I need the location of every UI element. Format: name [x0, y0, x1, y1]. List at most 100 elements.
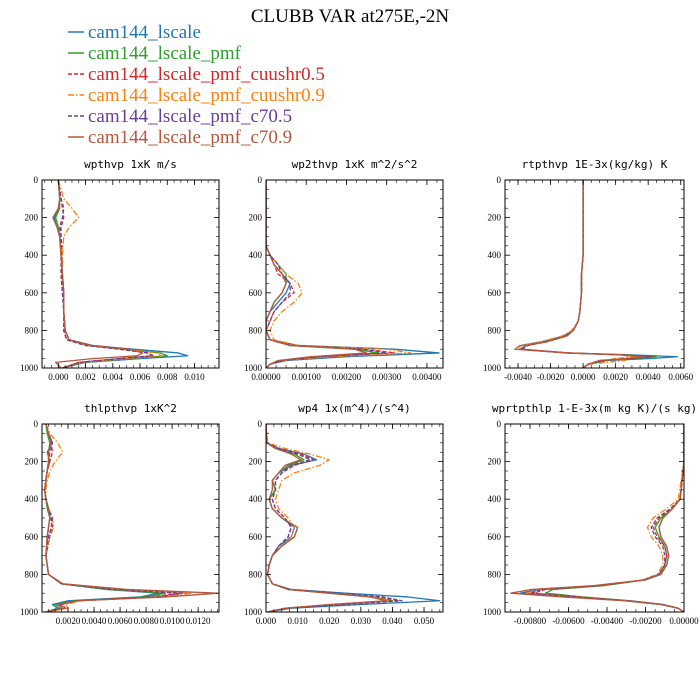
legend-label: cam144_lscale [88, 22, 201, 43]
panel-title: rtpthvp 1E-3x(kg/kg) K [522, 158, 668, 171]
y-tick-label: 200 [488, 457, 502, 467]
y-tick-label: 600 [488, 532, 502, 542]
x-tick-label: -0.00600 [552, 616, 585, 626]
x-tick-label: 0.006 [130, 372, 151, 382]
series-line [519, 180, 646, 368]
y-tick-label: 400 [249, 250, 263, 260]
y-tick-label: 1000 [244, 363, 263, 373]
x-tick-label: 0.020 [319, 616, 340, 626]
x-tick-label: 0.0020 [603, 372, 628, 382]
series-line [53, 180, 189, 368]
x-tick-label: -0.00400 [591, 616, 624, 626]
y-tick-label: 600 [249, 532, 263, 542]
x-tick-label: 0.004 [103, 372, 124, 382]
x-tick-label: 0.0040 [636, 372, 661, 382]
series-line [519, 180, 657, 368]
x-tick-label: 0.002 [75, 372, 95, 382]
x-tick-label: 0.00400 [412, 372, 442, 382]
series-group [266, 424, 441, 612]
x-tick-label: 0.0080 [134, 616, 159, 626]
legend-entry: cam144_lscale_pmf_cuushr0.5 [68, 64, 325, 85]
x-tick-label: 0.040 [382, 616, 403, 626]
chart-panel: wpthvp 1xK m/s 0 200 400 600 800 1000 0.000 0.00… [20, 158, 220, 382]
chart-panel: wprtpthlp 1-E-3x(m kg K)/(s kg) 0 200 400 60… [483, 402, 699, 626]
y-tick-label: 1000 [20, 607, 39, 617]
y-tick-label: 400 [25, 494, 39, 504]
legend-entry: cam144_lscale_pmf_c70.5 [68, 106, 292, 127]
x-tick-label: 0.00000 [669, 616, 699, 626]
y-tick-label: 1000 [244, 607, 263, 617]
y-tick-label: 800 [249, 569, 263, 579]
y-tick-label: 800 [249, 325, 263, 335]
series-line [514, 180, 679, 368]
series-line [520, 180, 653, 368]
x-tick-label: -0.00800 [514, 616, 547, 626]
panel-title: wp2thvp 1xK m^2/s^2 [292, 158, 418, 171]
x-tick-label: 0.0120 [186, 616, 211, 626]
x-tick-label: 0.000 [48, 372, 69, 382]
y-tick-label: 200 [25, 213, 39, 223]
chart-panel: rtpthvp 1E-3x(kg/kg) K02004006008001000-… [483, 158, 694, 382]
y-tick-label: 0 [258, 175, 263, 185]
series-line [522, 180, 649, 368]
y-tick-label: 0 [34, 175, 39, 185]
legend-entry: cam144_lscale [68, 22, 201, 43]
y-tick-label: 200 [488, 213, 502, 223]
series-line [266, 180, 368, 368]
y-tick-label: 800 [488, 325, 502, 335]
legend-label: cam144_lscale_pmf_c70.9 [88, 127, 292, 148]
x-tick-label: 0.050 [414, 616, 435, 626]
x-tick-label: 0.010 [287, 616, 308, 626]
series-line [52, 180, 144, 368]
y-tick-label: 0 [497, 419, 502, 429]
legend-entry: cam144_lscale_pmf [68, 43, 242, 64]
x-tick-label: 0.008 [157, 372, 178, 382]
y-tick-label: 200 [25, 457, 39, 467]
x-tick-label: 0.00000 [251, 372, 281, 382]
y-tick-label: 1000 [20, 363, 39, 373]
y-tick-label: 600 [25, 288, 39, 298]
series-line [266, 424, 390, 612]
panel-title: thlpthvp 1xK^2 [84, 402, 177, 415]
series-line [266, 180, 440, 368]
x-tick-label: 0.010 [184, 372, 205, 382]
x-tick-label: 0.0060 [108, 616, 133, 626]
y-tick-label: 400 [25, 250, 39, 260]
x-tick-label: 0.0100 [160, 616, 185, 626]
x-tick-label: 0.00100 [292, 372, 322, 382]
legend-entry: cam144_lscale_pmf_c70.9 [68, 127, 292, 148]
series-line [266, 180, 388, 368]
series-line [266, 180, 412, 368]
panel-title: wp4 1x(m^4)/(s^4) [298, 402, 411, 415]
y-tick-label: 1000 [483, 607, 502, 617]
legend: cam144_lscalecam144_lscale_pmfcam144_lsc… [68, 22, 325, 148]
series-line [266, 424, 387, 612]
series-line [529, 424, 684, 612]
x-tick-label: 0.00200 [332, 372, 362, 382]
x-tick-label: -0.0020 [537, 372, 565, 382]
series-group [43, 424, 219, 612]
y-tick-label: 800 [25, 325, 39, 335]
plot-frame [265, 179, 444, 369]
x-tick-label: -0.0040 [504, 372, 532, 382]
y-tick-label: 0 [34, 419, 39, 429]
series-group [266, 180, 440, 368]
legend-label: cam144_lscale_pmf_c70.5 [88, 106, 292, 127]
series-group [514, 180, 679, 368]
y-tick-label: 600 [249, 288, 263, 298]
series-line [266, 424, 403, 612]
series-line [57, 180, 163, 368]
series-group [52, 180, 189, 368]
series-line [43, 424, 219, 612]
y-tick-label: 400 [249, 494, 263, 504]
y-tick-label: 200 [249, 213, 263, 223]
legend-label: cam144_lscale_pmf_cuushr0.9 [88, 85, 325, 106]
x-tick-label: 0.0060 [668, 372, 693, 382]
figure-title: CLUBB VAR at275E,-2N [251, 6, 450, 27]
y-tick-label: 1000 [483, 363, 502, 373]
y-tick-label: 800 [488, 569, 502, 579]
